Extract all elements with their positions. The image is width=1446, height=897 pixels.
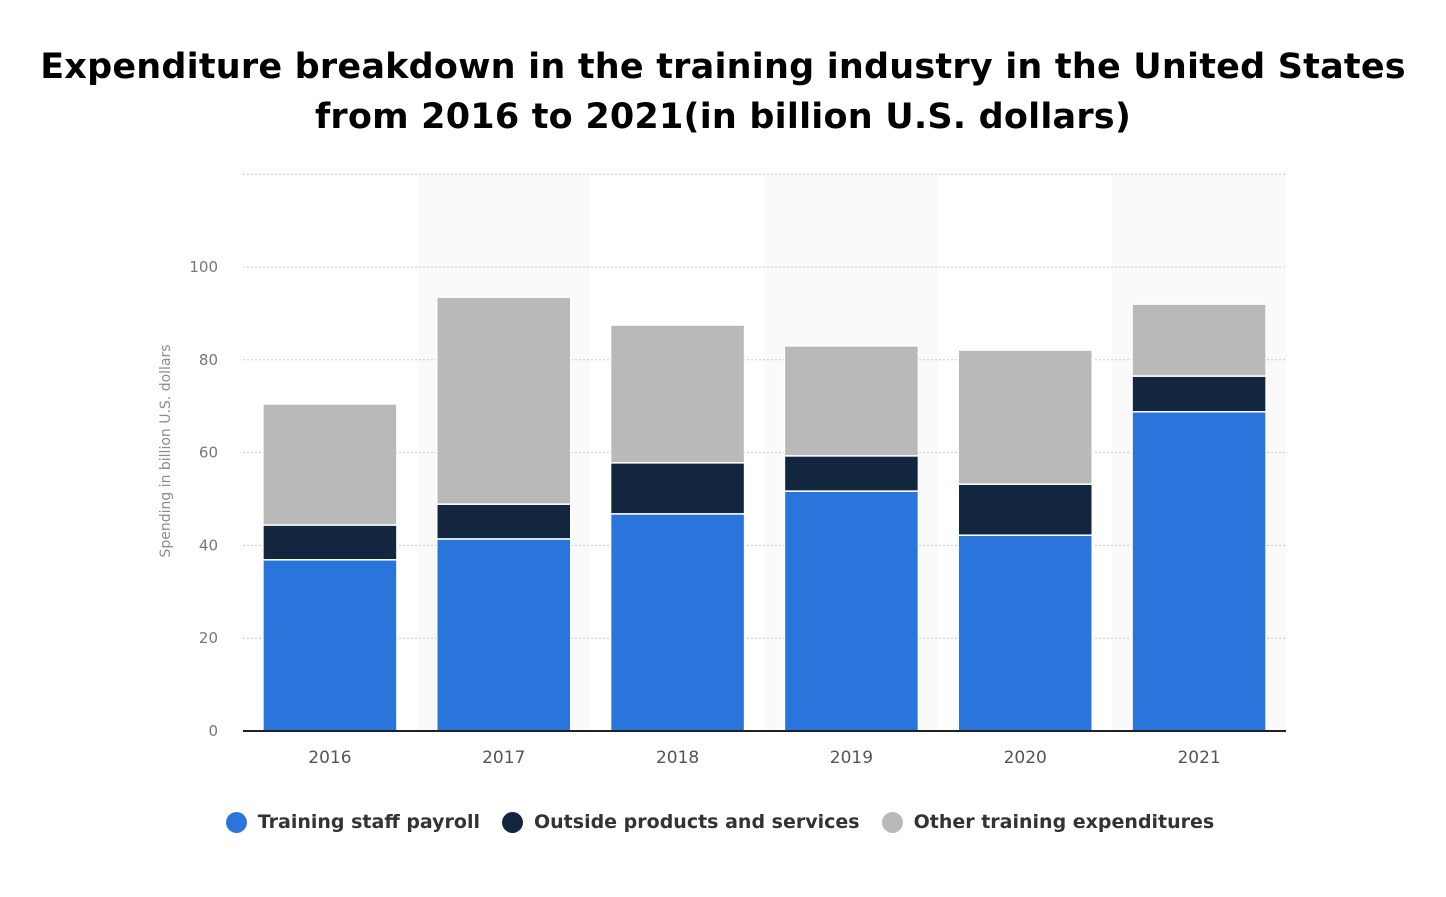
legend-label: Training staff payroll — [257, 811, 480, 833]
y-tick-label: 40 — [199, 536, 218, 554]
legend: Training staff payroll Outside products … — [0, 808, 1446, 836]
bar-segment — [783, 345, 920, 457]
legend-item-other[interactable]: Other training expenditures — [881, 811, 1215, 833]
y-tick-label: 100 — [189, 258, 218, 276]
y-tick-label: 80 — [199, 351, 218, 369]
bar-segment — [1131, 303, 1267, 377]
legend-label: Outside products and services — [534, 811, 860, 833]
legend-item-outside[interactable]: Outside products and services — [502, 811, 860, 833]
bar-segment — [436, 538, 572, 732]
bar-segment — [262, 524, 398, 561]
x-tick-label: 2016 — [308, 748, 351, 768]
x-axis-ticks: 2016 2017 2018 2019 2020 2021 — [308, 748, 1220, 768]
x-tick-label: 2020 — [1004, 748, 1047, 768]
y-tick-label: 0 — [208, 722, 218, 740]
bar-segment — [957, 483, 1093, 536]
chart-title-line-1: Expenditure breakdown in the training in… — [40, 47, 1406, 87]
y-axis-label: Spending in billion U.S. dollars — [158, 344, 174, 558]
bar-segment — [783, 455, 920, 492]
legend-dot-icon — [502, 811, 523, 833]
bar-segment — [609, 513, 746, 732]
legend-dot-icon — [225, 811, 247, 833]
chart-title: Expenditure breakdown in the training in… — [0, 42, 1446, 142]
legend-item-payroll[interactable]: Training staff payroll — [225, 811, 480, 833]
bar-segment — [262, 403, 398, 526]
x-tick-label: 2021 — [1177, 748, 1220, 768]
legend-dot-icon — [881, 811, 903, 833]
bar-segment — [609, 462, 746, 515]
gridlines — [243, 173, 1286, 639]
y-tick-label: 20 — [199, 629, 218, 647]
x-tick-label: 2017 — [482, 748, 525, 768]
y-tick-label: 60 — [199, 444, 218, 462]
x-tick-label: 2018 — [656, 748, 699, 768]
bars — [262, 296, 1267, 732]
bar-segment — [1131, 375, 1267, 413]
legend-label: Other training expenditures — [913, 811, 1215, 833]
bar-segment — [436, 296, 572, 505]
bar-segment — [957, 349, 1093, 485]
bar-segment — [262, 559, 398, 732]
bar-segment — [436, 503, 572, 540]
chart-title-line-2: from 2016 to 2021(in billion U.S. dollar… — [314, 97, 1132, 137]
bar-segment — [609, 324, 746, 464]
bar-segment — [783, 490, 920, 732]
x-tick-label: 2019 — [830, 748, 873, 768]
bar-segment — [1131, 411, 1267, 732]
bar-segment — [957, 534, 1093, 732]
y-axis-ticks: 0 20 40 60 80 100 — [189, 258, 218, 740]
